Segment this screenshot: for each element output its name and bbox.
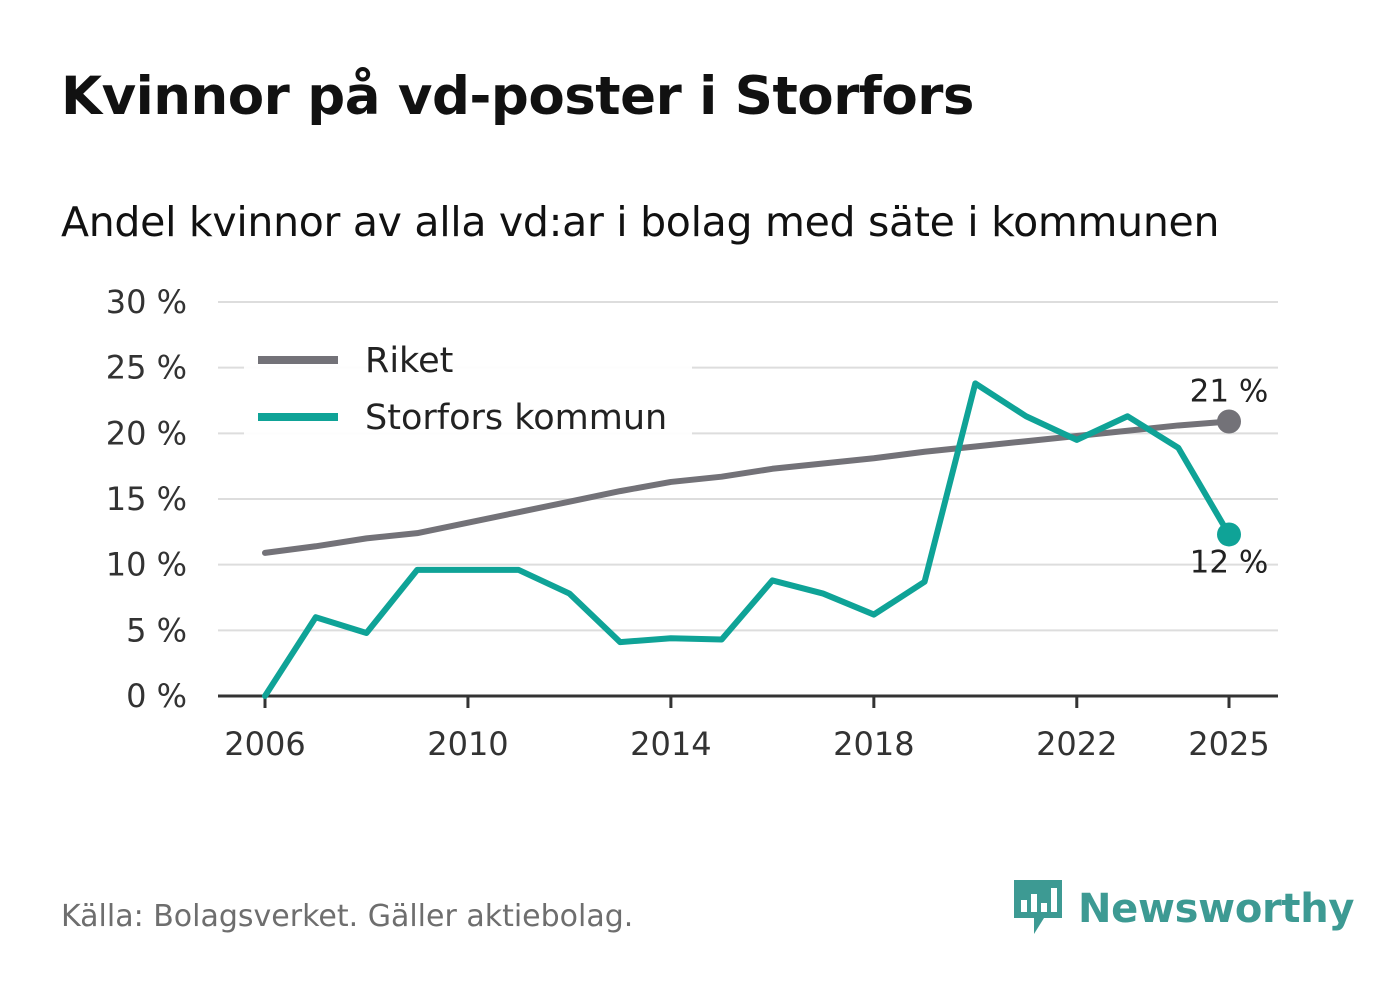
y-tick-label: 30 %: [106, 283, 187, 321]
source-note: Källa: Bolagsverket. Gäller aktiebolag.: [61, 899, 634, 934]
end-marker-riket: [1217, 409, 1241, 434]
brand-logo[interactable]: Newsworthy: [1010, 876, 1355, 942]
x-tick-label: 2006: [224, 725, 305, 763]
newsworthy-logo-icon: [1010, 876, 1066, 942]
legend: Riket Storfors kommun: [244, 334, 692, 438]
series-line-storfors: [262, 380, 1232, 699]
brand-name: Newsworthy: [1078, 886, 1355, 932]
end-label-riket: 21 %: [1190, 374, 1269, 410]
y-tick-label: 10 %: [106, 546, 187, 584]
legend-label-storfors: Storfors kommun: [365, 398, 667, 438]
y-tick-label: 15 %: [106, 480, 187, 518]
y-tick-label: 20 %: [106, 414, 187, 452]
end-label-storfors: 12 %: [1190, 544, 1269, 580]
x-tick-label: 2018: [833, 725, 914, 763]
series-line-riket: [262, 418, 1232, 556]
x-tick-label: 2010: [427, 725, 508, 763]
y-tick-label: 5 %: [126, 611, 187, 649]
chart-title: Kvinnor på vd-poster i Storfors: [61, 66, 974, 127]
end-marker-storfors: [1217, 522, 1241, 547]
chart-subtitle: Andel kvinnor av alla vd:ar i bolag med …: [61, 198, 1220, 246]
x-tick-label: 2014: [630, 725, 711, 763]
x-tick-label: 2025: [1188, 725, 1269, 763]
y-tick-label: 25 %: [106, 349, 187, 387]
legend-label-riket: Riket: [365, 341, 453, 381]
x-tick-label: 2022: [1036, 725, 1117, 763]
y-tick-label: 0 %: [126, 677, 187, 715]
